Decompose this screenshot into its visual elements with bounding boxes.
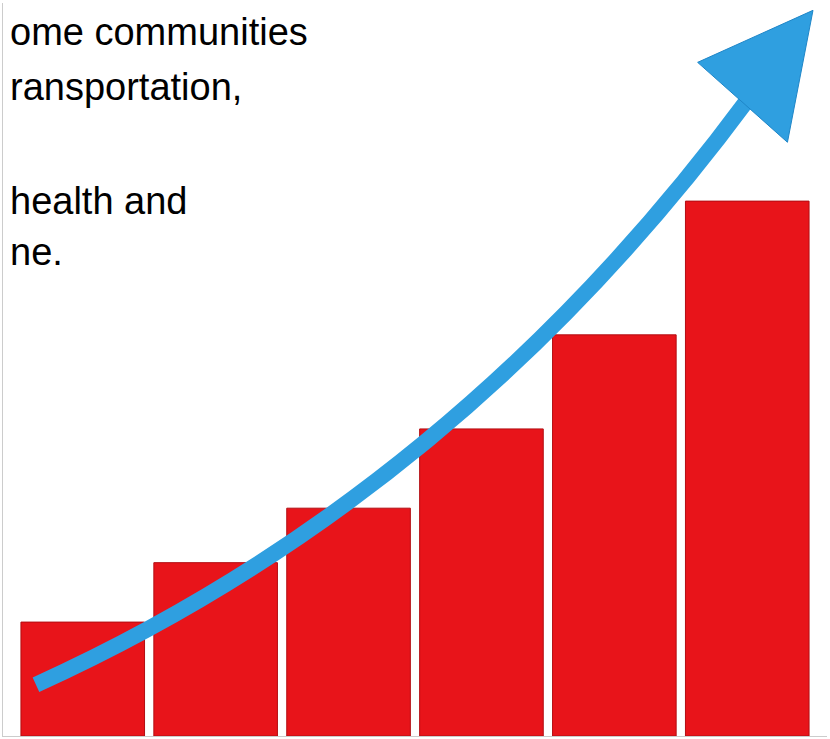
svg-text:health and: health and — [10, 180, 188, 222]
svg-text:ome communities: ome communities — [10, 11, 308, 53]
svg-text:ransportation,: ransportation, — [10, 66, 242, 108]
svg-text:ne.: ne. — [10, 231, 63, 273]
